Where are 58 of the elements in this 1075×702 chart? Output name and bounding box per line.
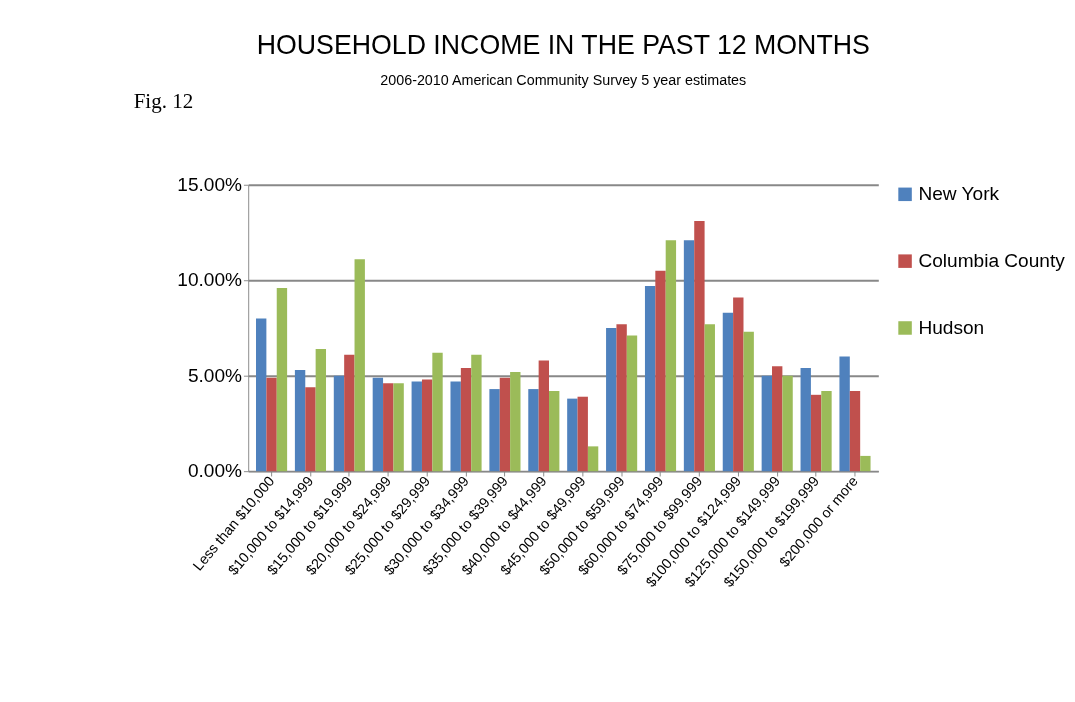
bar xyxy=(810,394,822,472)
bar xyxy=(411,381,422,472)
bar xyxy=(333,375,345,472)
bar xyxy=(606,327,617,472)
bar xyxy=(860,455,871,472)
bar xyxy=(549,390,560,472)
bar xyxy=(393,383,404,472)
bar xyxy=(626,335,638,472)
bar xyxy=(372,377,384,472)
bar xyxy=(800,368,811,472)
bar xyxy=(665,240,677,472)
bar xyxy=(315,348,327,472)
bar xyxy=(782,375,793,472)
y-tick-label: 0.00% xyxy=(187,460,243,482)
bar xyxy=(655,270,666,472)
bar xyxy=(421,379,433,472)
bar xyxy=(839,356,850,472)
bar xyxy=(616,324,627,472)
bar xyxy=(644,285,656,472)
y-tick-label: 15.00% xyxy=(177,173,243,195)
legend-label: New York xyxy=(918,183,1000,205)
bar xyxy=(577,396,588,472)
y-tick-label: 5.00% xyxy=(187,364,243,386)
legend-label: Hudson xyxy=(918,316,985,338)
bar xyxy=(499,377,511,472)
chart-subtitle: 2006-2010 American Community Survey 5 year estimates xyxy=(380,71,747,88)
bar xyxy=(432,352,443,472)
caption: Fig. 12 xyxy=(133,89,194,114)
bar xyxy=(305,387,316,472)
bar xyxy=(567,398,578,472)
bar xyxy=(704,324,715,472)
bar xyxy=(489,389,500,472)
bar xyxy=(761,375,773,472)
bar xyxy=(344,354,355,472)
bar xyxy=(294,369,306,472)
bar xyxy=(538,360,550,472)
bar xyxy=(683,240,695,472)
bar xyxy=(383,383,394,472)
bar xyxy=(821,390,832,472)
bar xyxy=(256,318,267,472)
legend-label: Columbia County xyxy=(918,249,1066,271)
bar xyxy=(849,390,861,472)
bar xyxy=(460,368,472,472)
bar xyxy=(354,259,365,472)
bar xyxy=(276,287,288,472)
bar xyxy=(694,221,705,472)
bar xyxy=(471,354,482,472)
bar xyxy=(743,331,754,472)
chart-title: HOUSEHOLD INCOME IN THE PAST 12 MONTHS xyxy=(256,29,870,60)
bar xyxy=(772,366,783,472)
bar xyxy=(510,371,521,472)
bar xyxy=(733,297,744,472)
bar xyxy=(528,389,539,472)
bar xyxy=(722,312,734,472)
bar xyxy=(587,446,599,472)
y-tick-label: 10.00% xyxy=(177,269,243,291)
bar xyxy=(266,377,277,472)
bar xyxy=(450,381,461,472)
